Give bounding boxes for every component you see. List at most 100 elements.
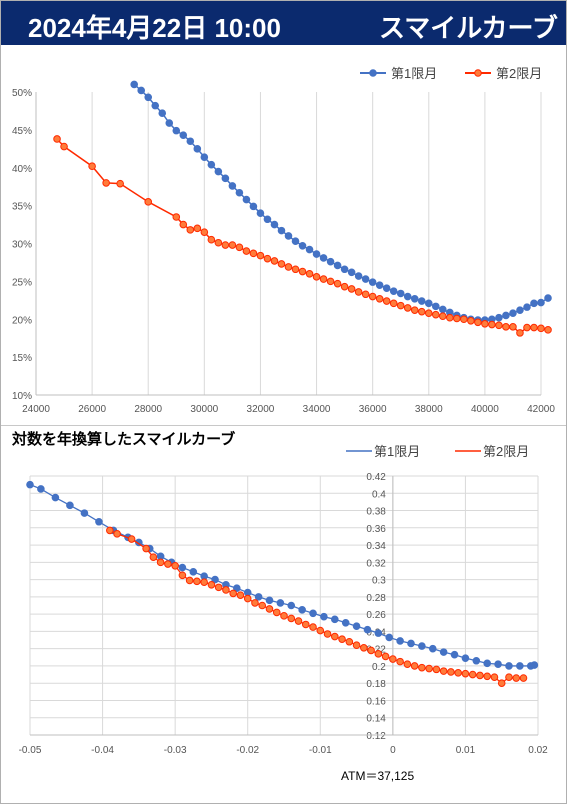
chart1-point	[291, 265, 300, 274]
chart1-point	[116, 179, 124, 188]
chart2-point	[338, 635, 346, 643]
chart1-point	[424, 299, 433, 308]
chart2-y-tick: 0.32	[366, 558, 386, 569]
chart2-point	[530, 661, 539, 669]
chart1-point	[467, 316, 475, 325]
chart2-point	[341, 618, 350, 627]
chart1-point	[502, 323, 510, 331]
chart1-point	[263, 254, 272, 263]
chart1-point	[382, 284, 391, 292]
chart1-point	[439, 305, 447, 314]
chart1-point	[502, 311, 510, 320]
chart2-point	[389, 655, 397, 663]
chart2-point	[331, 615, 339, 624]
chart2-point	[323, 630, 332, 638]
chart1-point	[60, 142, 68, 151]
chart2-point	[106, 526, 114, 535]
chart1-point	[256, 209, 265, 217]
chart1-point	[242, 195, 251, 204]
chart1-point	[144, 93, 153, 102]
chart1-point	[537, 324, 545, 333]
chart1-point	[249, 249, 258, 258]
chart2-point	[476, 671, 484, 680]
chart1-point	[207, 160, 216, 169]
chart1-point	[333, 261, 342, 270]
chart1-point	[347, 285, 356, 293]
chart2-point	[309, 623, 317, 631]
chart2-point	[287, 601, 296, 610]
chart2-series-line	[109, 529, 524, 685]
chart1-point	[256, 251, 265, 260]
chart1-point	[207, 235, 216, 244]
chart2-point	[149, 553, 158, 561]
chart2-y-tick: 0.22	[366, 645, 386, 656]
chart2-point	[512, 674, 521, 682]
chart2-point	[189, 568, 198, 576]
chart2-point	[171, 561, 179, 570]
chart1-point	[172, 126, 181, 135]
chart1-point	[151, 101, 160, 110]
chart1-point	[172, 213, 181, 221]
chart2-point	[363, 625, 372, 634]
chart1-point	[319, 254, 328, 262]
chart2-point	[214, 583, 223, 592]
chart1-point	[544, 294, 552, 302]
chart2-point	[505, 673, 513, 681]
chart2-point	[432, 665, 441, 674]
chart1-point	[389, 299, 398, 308]
chart1-point	[88, 162, 96, 171]
chart2-point	[156, 558, 165, 567]
chart1-x-tick: 34000	[303, 404, 331, 415]
chart1-point	[214, 238, 223, 247]
chart1-y-tick: 25%	[12, 277, 32, 288]
chart1-point	[319, 275, 328, 283]
chart1-point	[179, 220, 188, 229]
chart1-point	[186, 137, 195, 146]
chart2-point	[26, 480, 34, 489]
chart2-point	[439, 667, 448, 675]
chart2-point	[80, 509, 89, 517]
chart1-point	[130, 80, 138, 89]
chart1-point	[410, 306, 419, 314]
chart2-point	[410, 662, 419, 670]
chart2-point	[185, 576, 194, 585]
chart1-point	[200, 228, 209, 236]
chart1-point	[417, 307, 426, 316]
chart1-point	[340, 265, 349, 274]
chart2-point	[483, 659, 492, 668]
chart1-point	[235, 243, 244, 252]
chart1-point	[431, 310, 440, 319]
chart1-point	[530, 299, 538, 308]
chart2-point	[127, 535, 136, 543]
chart2-y-tick: 0.36	[366, 524, 386, 535]
chart1-point	[53, 135, 61, 143]
chart2-point	[276, 599, 285, 607]
chart1-y-tick: 40%	[12, 164, 32, 175]
chart1-point	[361, 290, 370, 299]
chart2-point	[265, 596, 274, 605]
chart2-point	[505, 662, 513, 670]
chart1-point	[144, 198, 153, 206]
chart1-y-tick: 45%	[12, 126, 32, 137]
chart2-point	[51, 493, 60, 502]
chart1-x-tick: 40000	[471, 404, 499, 415]
chart2-point	[164, 560, 172, 568]
chart2-y-tick: 0.18	[366, 679, 386, 690]
chart1-point	[137, 86, 146, 95]
chart2-point	[233, 584, 241, 593]
chart2-point	[360, 644, 368, 652]
chart2-point	[396, 657, 404, 666]
chart1-point	[389, 287, 398, 296]
chart2-x-tick: 0.02	[528, 745, 548, 756]
atm-note: ATM＝37,125	[341, 769, 415, 783]
chart1-x-tick: 32000	[247, 404, 275, 415]
chart1-point	[544, 326, 552, 334]
chart2-point	[316, 626, 325, 635]
chart1-point	[333, 279, 342, 288]
chart1-point	[284, 232, 293, 240]
chart1-x-tick: 42000	[527, 404, 555, 415]
chart2-point	[374, 629, 383, 637]
chart2-y-tick: 0.4	[372, 489, 386, 500]
chart1-point	[474, 318, 482, 327]
